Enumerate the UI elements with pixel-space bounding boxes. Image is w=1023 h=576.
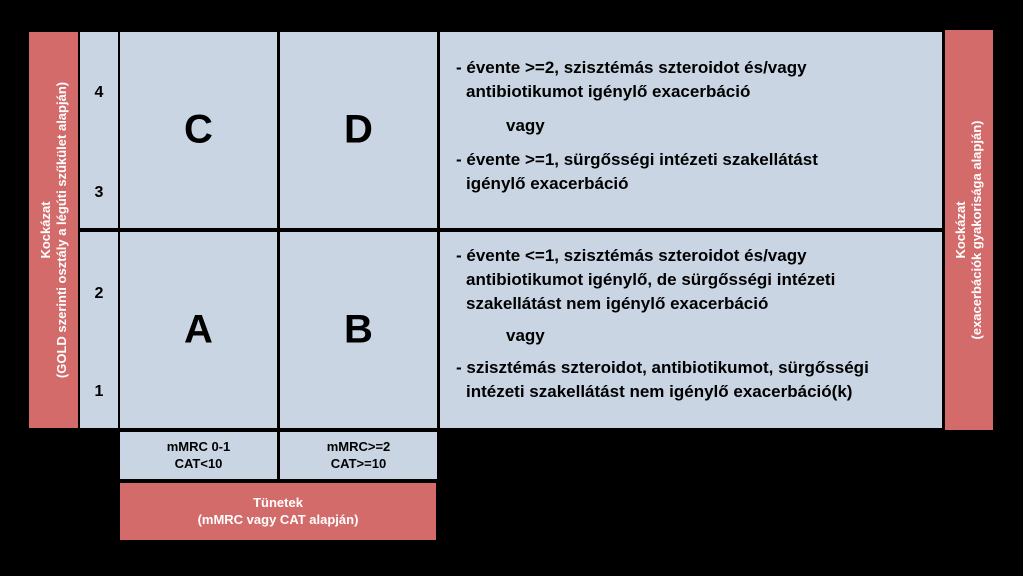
group-b-label: B bbox=[344, 307, 373, 352]
group-d-label: D bbox=[344, 107, 373, 152]
low-risk-item-1: - évente <=1, szisztémás szteroidot és/v… bbox=[456, 244, 934, 316]
low-risk-item-1-line-2: antibiotikumot igénylő, de sürgősségi in… bbox=[466, 270, 836, 289]
low-risk-item-2-line-1: - szisztémás szteroidot, antibiotikumot,… bbox=[456, 358, 869, 377]
left-axis-title: Kockázat bbox=[37, 201, 53, 259]
gold-number-column-bottom: 2 1 bbox=[80, 232, 118, 428]
high-risk-item-2: - évente >=1, sürgősségi intézeti szakel… bbox=[456, 148, 934, 196]
symptom-high-mmrc: mMRC>=2 bbox=[326, 439, 391, 454]
group-b-cell: B bbox=[280, 232, 437, 428]
group-a-label: A bbox=[184, 307, 213, 352]
group-a-cell: A bbox=[120, 232, 277, 428]
symptom-column-low: mMRC 0-1 CAT<10 bbox=[120, 432, 277, 479]
symptom-low-cat: CAT<10 bbox=[174, 456, 223, 471]
low-risk-description: - évente <=1, szisztémás szteroidot és/v… bbox=[440, 232, 942, 428]
gold-number-column-top: 4 3 bbox=[80, 32, 118, 228]
low-risk-or: vagy bbox=[506, 326, 545, 345]
high-risk-item-1-line-1: - évente >=2, szisztémás szteroidot és/v… bbox=[456, 58, 807, 77]
right-axis-label: Kockázat (exacerbációk gyakorisága alapj… bbox=[945, 30, 993, 430]
gold-number-3: 3 bbox=[94, 184, 104, 201]
gold-number-4: 4 bbox=[94, 84, 104, 101]
high-risk-item-2-line-2: igénylő exacerbáció bbox=[466, 174, 629, 193]
symptoms-title: Tünetek bbox=[253, 495, 303, 510]
group-d-cell: D bbox=[280, 32, 437, 228]
group-c-label: C bbox=[184, 107, 213, 152]
group-c-cell: C bbox=[120, 32, 277, 228]
left-axis-text: Kockázat (GOLD szerinti osztály a légúti… bbox=[38, 82, 70, 378]
low-risk-item-1-line-3: szakellátást nem igénylő exacerbáció bbox=[466, 294, 769, 313]
high-risk-item-2-line-1: - évente >=1, sürgősségi intézeti szakel… bbox=[456, 150, 818, 169]
gold-number-1: 1 bbox=[94, 383, 104, 400]
left-axis-label: Kockázat (GOLD szerinti osztály a légúti… bbox=[29, 32, 78, 428]
symptoms-label: Tünetek (mMRC vagy CAT alapján) bbox=[120, 483, 436, 540]
right-axis-text: Kockázat (exacerbációk gyakorisága alapj… bbox=[953, 121, 985, 340]
symptom-high-cat: CAT>=10 bbox=[330, 456, 387, 471]
symptom-low-mmrc: mMRC 0-1 bbox=[166, 439, 231, 454]
symptom-column-high: mMRC>=2 CAT>=10 bbox=[280, 432, 437, 479]
high-risk-item-1: - évente >=2, szisztémás szteroidot és/v… bbox=[456, 56, 934, 104]
symptoms-subtitle: (mMRC vagy CAT alapján) bbox=[197, 512, 359, 527]
right-axis-title: Kockázat bbox=[953, 201, 968, 259]
high-risk-item-1-line-2: antibiotikumot igénylő exacerbáció bbox=[466, 82, 751, 101]
high-risk-description: - évente >=2, szisztémás szteroidot és/v… bbox=[440, 32, 942, 228]
high-risk-or: vagy bbox=[506, 116, 545, 135]
low-risk-item-1-line-1: - évente <=1, szisztémás szteroidot és/v… bbox=[456, 246, 807, 265]
gold-number-2: 2 bbox=[94, 285, 104, 302]
right-axis-subtitle: (exacerbációk gyakorisága alapján) bbox=[969, 120, 984, 340]
left-axis-subtitle: (GOLD szerinti osztály a légúti szűkület… bbox=[53, 81, 69, 379]
low-risk-item-2-line-2: intézeti szakellátást nem igénylő exacer… bbox=[466, 382, 853, 401]
low-risk-item-2: - szisztémás szteroidot, antibiotikumot,… bbox=[456, 356, 934, 404]
